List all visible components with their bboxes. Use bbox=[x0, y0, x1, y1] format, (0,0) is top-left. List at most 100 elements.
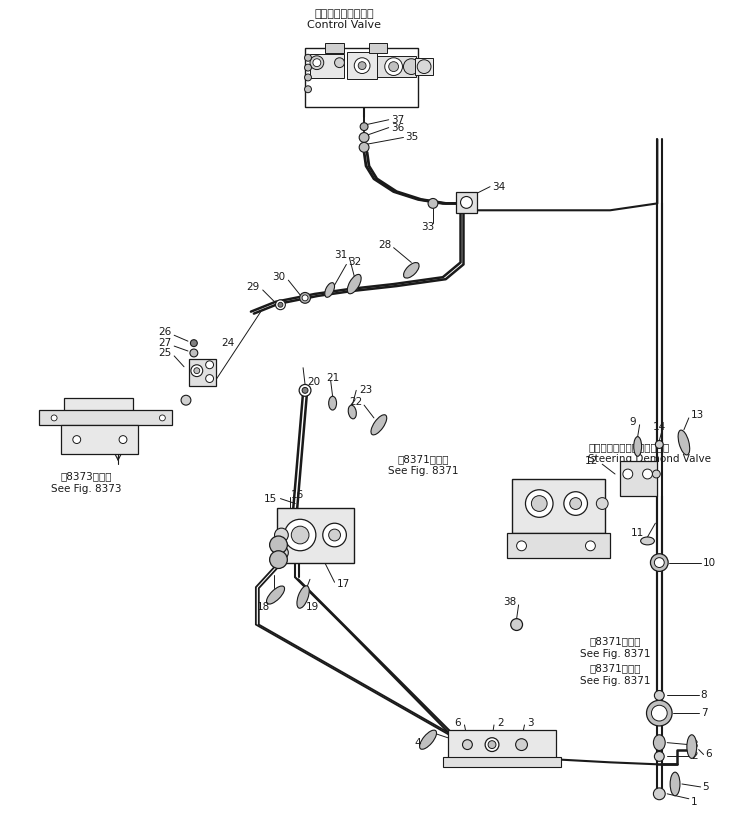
Bar bbox=[39, 410, 172, 425]
Ellipse shape bbox=[325, 282, 334, 297]
Circle shape bbox=[191, 365, 203, 377]
Circle shape bbox=[275, 300, 286, 310]
Bar bbox=[456, 192, 477, 213]
Text: 17: 17 bbox=[337, 579, 350, 589]
Text: 8: 8 bbox=[701, 691, 707, 700]
Text: 5: 5 bbox=[702, 782, 709, 792]
Text: 2: 2 bbox=[691, 752, 697, 762]
Text: 29: 29 bbox=[246, 282, 260, 292]
Text: 27: 27 bbox=[158, 338, 171, 348]
Text: 28: 28 bbox=[378, 240, 391, 249]
Text: 35: 35 bbox=[406, 132, 419, 142]
Ellipse shape bbox=[678, 430, 690, 455]
Circle shape bbox=[485, 738, 499, 752]
Text: 9: 9 bbox=[630, 417, 636, 427]
Ellipse shape bbox=[329, 396, 337, 410]
Circle shape bbox=[194, 368, 200, 373]
Text: 13: 13 bbox=[691, 410, 704, 420]
Circle shape bbox=[354, 58, 370, 74]
Text: See Fig. 8371: See Fig. 8371 bbox=[388, 466, 458, 476]
Text: See Fig. 8371: See Fig. 8371 bbox=[579, 649, 650, 659]
Ellipse shape bbox=[349, 406, 357, 419]
Text: 図8371図参照: 図8371図参照 bbox=[589, 663, 641, 673]
Ellipse shape bbox=[641, 537, 654, 545]
Text: 34: 34 bbox=[492, 182, 505, 192]
Bar bbox=[620, 461, 657, 496]
Circle shape bbox=[305, 86, 312, 93]
Circle shape bbox=[284, 520, 316, 551]
Text: ステアリングデマンドバルブ: ステアリングデマンドバルブ bbox=[588, 443, 670, 453]
Circle shape bbox=[360, 123, 368, 131]
Circle shape bbox=[190, 349, 198, 357]
Circle shape bbox=[516, 738, 528, 751]
Bar bbox=[448, 730, 556, 764]
Text: See Fig. 8373: See Fig. 8373 bbox=[51, 484, 122, 494]
Circle shape bbox=[313, 59, 321, 67]
Circle shape bbox=[51, 415, 57, 421]
Text: 37: 37 bbox=[391, 115, 404, 125]
Circle shape bbox=[302, 387, 308, 393]
Bar bbox=[377, 56, 416, 78]
Text: 2: 2 bbox=[497, 718, 503, 728]
Text: 7: 7 bbox=[701, 708, 707, 718]
Circle shape bbox=[585, 541, 596, 551]
Ellipse shape bbox=[266, 586, 285, 604]
Circle shape bbox=[511, 619, 522, 630]
Circle shape bbox=[564, 491, 588, 515]
Bar bbox=[369, 43, 387, 53]
Circle shape bbox=[310, 56, 323, 69]
Circle shape bbox=[323, 523, 346, 547]
Circle shape bbox=[190, 339, 198, 347]
Text: 4: 4 bbox=[415, 738, 422, 748]
Ellipse shape bbox=[654, 691, 665, 700]
Bar bbox=[189, 358, 217, 387]
Text: See Fig. 8371: See Fig. 8371 bbox=[579, 676, 650, 686]
Circle shape bbox=[73, 435, 81, 444]
Circle shape bbox=[334, 58, 344, 68]
Circle shape bbox=[359, 142, 369, 152]
Circle shape bbox=[403, 59, 419, 74]
Ellipse shape bbox=[371, 415, 387, 434]
Circle shape bbox=[119, 435, 127, 444]
Circle shape bbox=[358, 62, 366, 69]
Circle shape bbox=[275, 528, 289, 542]
Circle shape bbox=[181, 396, 191, 405]
Text: 20: 20 bbox=[307, 377, 320, 387]
Text: 26: 26 bbox=[158, 327, 171, 337]
Bar bbox=[443, 757, 561, 767]
Bar bbox=[310, 54, 344, 78]
Circle shape bbox=[656, 440, 663, 449]
Circle shape bbox=[300, 292, 311, 303]
Circle shape bbox=[269, 536, 287, 553]
Bar bbox=[325, 43, 344, 53]
Circle shape bbox=[654, 558, 665, 567]
Circle shape bbox=[385, 58, 403, 75]
Text: 15: 15 bbox=[264, 494, 278, 504]
Text: 3: 3 bbox=[528, 718, 534, 728]
Circle shape bbox=[653, 470, 660, 478]
Ellipse shape bbox=[653, 788, 665, 800]
Circle shape bbox=[488, 741, 496, 748]
Text: 12: 12 bbox=[585, 456, 599, 466]
Circle shape bbox=[428, 198, 438, 208]
Bar bbox=[347, 52, 377, 79]
Text: 11: 11 bbox=[631, 528, 645, 538]
Text: 32: 32 bbox=[349, 258, 362, 268]
Circle shape bbox=[462, 740, 472, 749]
Bar bbox=[507, 533, 610, 558]
Ellipse shape bbox=[651, 705, 667, 721]
Bar bbox=[511, 479, 605, 533]
Text: 24: 24 bbox=[221, 338, 234, 348]
Circle shape bbox=[531, 496, 547, 511]
Circle shape bbox=[329, 529, 340, 541]
Circle shape bbox=[269, 551, 287, 568]
Circle shape bbox=[517, 541, 526, 551]
Text: 21: 21 bbox=[326, 373, 339, 382]
Text: 図8371図参照: 図8371図参照 bbox=[397, 454, 449, 464]
Text: 6: 6 bbox=[454, 718, 461, 728]
Circle shape bbox=[460, 197, 472, 208]
Text: 6: 6 bbox=[705, 749, 712, 759]
Text: 36: 36 bbox=[391, 122, 404, 133]
Circle shape bbox=[292, 526, 309, 544]
Circle shape bbox=[623, 469, 633, 479]
